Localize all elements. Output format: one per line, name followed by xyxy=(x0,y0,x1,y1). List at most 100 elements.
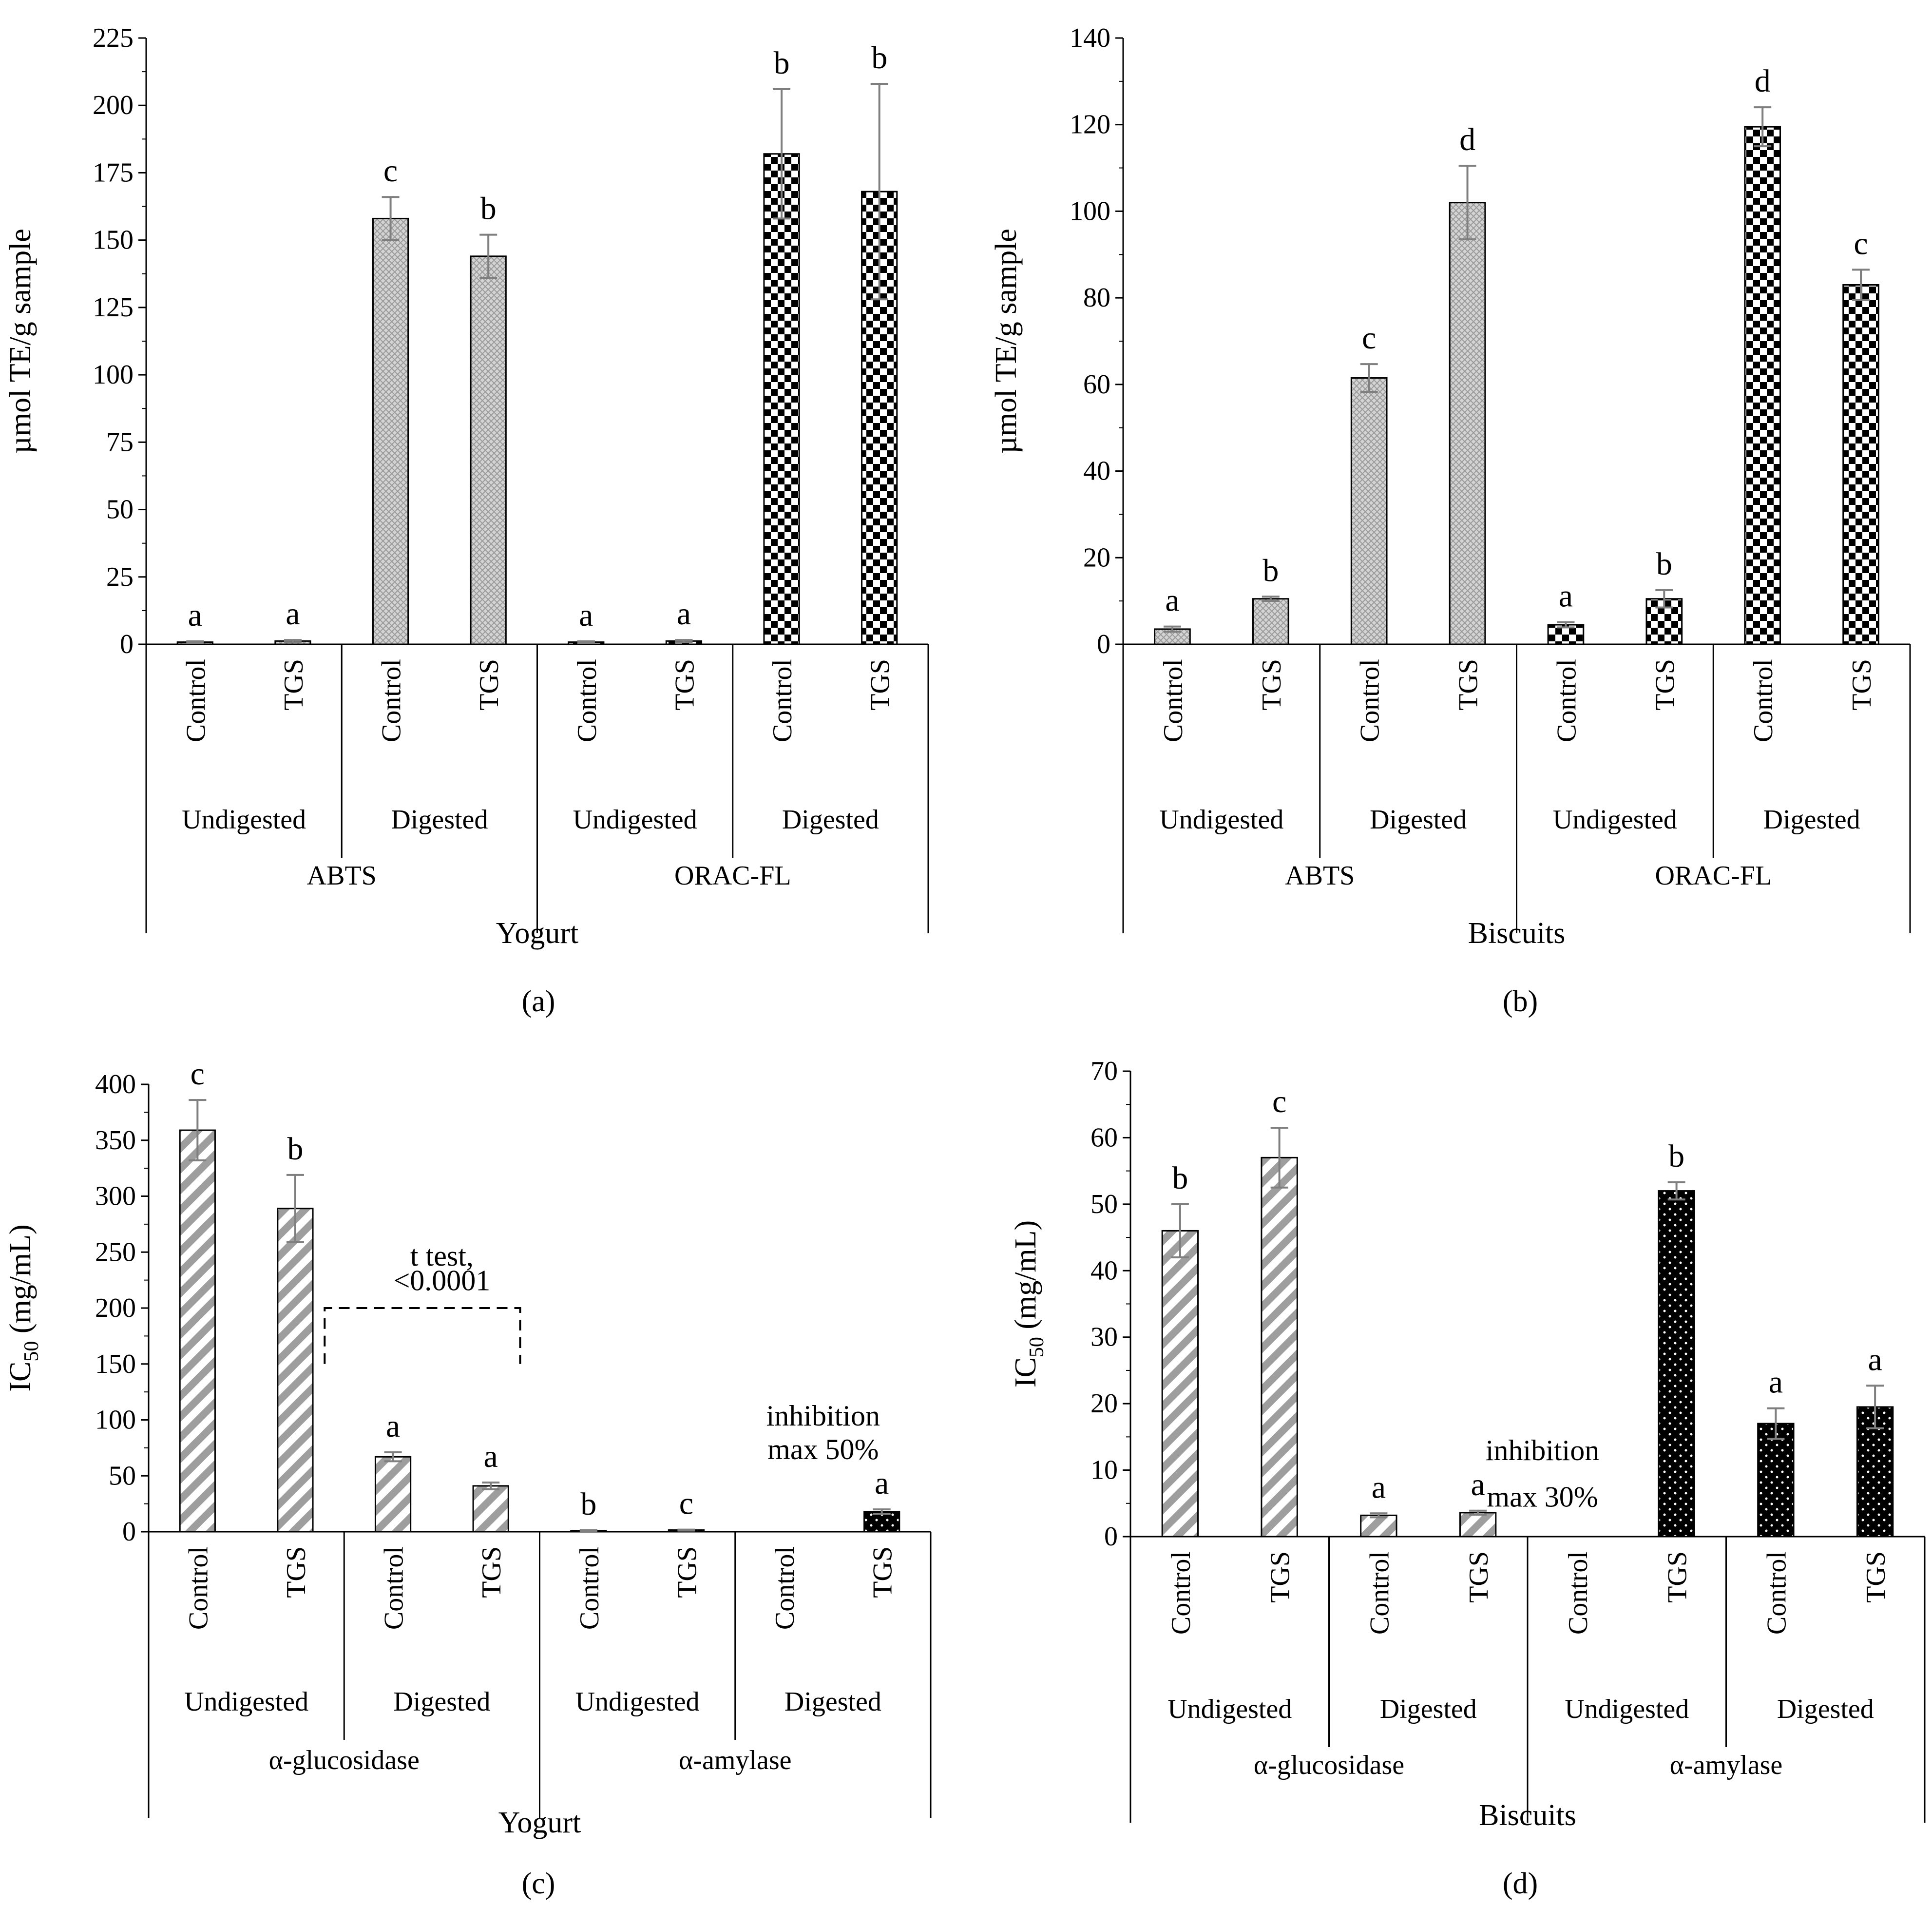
group-label-level1: Digested xyxy=(1763,805,1860,835)
y-tick-label: 125 xyxy=(93,292,134,323)
category-label: Control xyxy=(181,659,211,742)
group-label-level1: Digested xyxy=(1777,1694,1874,1724)
group-label-level1: Undigested xyxy=(182,805,306,835)
category-label: TGS xyxy=(1650,659,1680,711)
panel-a: 0 25 50 75 100 125 150 175 200 225 µmol TE/g sampl… xyxy=(4,23,929,950)
bar xyxy=(1350,377,1388,645)
category-label: TGS xyxy=(1663,1551,1693,1603)
y-tick-label: 20 xyxy=(1090,1388,1118,1419)
category-label: TGS xyxy=(279,659,309,711)
y-tick-label: 80 xyxy=(1083,283,1110,313)
y-tick-label: 0 xyxy=(1104,1522,1118,1552)
category-label: TGS xyxy=(281,1546,311,1598)
category-label: Control xyxy=(770,1546,800,1630)
y-tick-label: 100 xyxy=(1070,196,1110,226)
x-axis-label: Biscuits xyxy=(1468,917,1566,950)
group-label-level2: α-amylase xyxy=(679,1745,791,1775)
significance-letter: a xyxy=(579,597,593,633)
significance-letter: b xyxy=(480,191,497,227)
bar xyxy=(374,1456,412,1533)
category-label: TGS xyxy=(474,659,504,711)
panel-b: 0 20 40 60 80 100 120 140 µmol TE/g sample a Contr… xyxy=(990,23,1911,950)
bar xyxy=(470,255,507,645)
bar xyxy=(1360,1514,1397,1538)
bar xyxy=(1744,126,1781,645)
y-axis-label: µmol TE/g sample xyxy=(4,229,37,454)
bar xyxy=(472,1485,509,1533)
category-label: Control xyxy=(1364,1551,1395,1635)
group-label-level1: Digested xyxy=(393,1687,490,1717)
significance-letter: b xyxy=(871,40,887,76)
category-label: TGS xyxy=(1265,1551,1296,1603)
y-tick-label: 60 xyxy=(1083,369,1110,400)
bar xyxy=(1161,1230,1199,1538)
category-label: Control xyxy=(183,1546,213,1630)
category-label: TGS xyxy=(670,659,700,711)
category-label: Control xyxy=(574,1546,605,1630)
y-tick-label: 200 xyxy=(93,90,134,120)
y-tick-label: 0 xyxy=(1097,629,1110,659)
bar xyxy=(1252,598,1289,645)
significance-letter: a xyxy=(386,1408,400,1444)
y-tick-label: 150 xyxy=(95,1349,136,1379)
y-tick-label: 75 xyxy=(106,427,134,457)
group-label-level2: α-amylase xyxy=(1670,1750,1782,1780)
bar xyxy=(1449,202,1486,645)
category-label: Control xyxy=(1166,1551,1196,1635)
significance-letter: a xyxy=(1559,578,1573,614)
y-tick-label: 70 xyxy=(1090,1056,1118,1086)
significance-letter: b xyxy=(580,1486,596,1522)
significance-letter: a xyxy=(286,596,300,632)
category-label: TGS xyxy=(1257,659,1287,711)
y-tick-label: 10 xyxy=(1090,1455,1118,1485)
y-tick-label: 30 xyxy=(1090,1322,1118,1352)
y-tick-label: 50 xyxy=(1090,1189,1118,1219)
bar xyxy=(1459,1512,1497,1538)
y-axis-label: IC50 (mg/mL) xyxy=(1009,1220,1048,1387)
significance-letter: c xyxy=(679,1486,693,1522)
panel-d-caption: (d) xyxy=(1503,1867,1538,1900)
y-tick-label: 250 xyxy=(95,1237,136,1267)
group-label-level1: Digested xyxy=(1370,805,1467,835)
y-axis-label-subscript: 50 xyxy=(1026,1337,1048,1357)
group-label-level1: Undigested xyxy=(1167,1694,1292,1724)
significance-letter: c xyxy=(1362,320,1376,356)
y-tick-label: 140 xyxy=(1070,23,1110,53)
significance-letter: d xyxy=(1755,63,1771,99)
significance-letter: b xyxy=(1262,553,1279,588)
bar xyxy=(1856,1406,1894,1538)
significance-letter: c xyxy=(1854,226,1868,261)
annotation-pvalue: <0.0001 xyxy=(393,1264,490,1296)
category-label: Control xyxy=(767,659,798,742)
group-label-level1: Undigested xyxy=(1553,805,1677,835)
y-axis-label-subscript: 50 xyxy=(20,1341,43,1362)
category-label: Control xyxy=(1551,659,1582,742)
category-label: Control xyxy=(1563,1551,1593,1635)
group-label-level1: Undigested xyxy=(575,1687,700,1717)
significance-letter: c xyxy=(383,153,398,189)
bar xyxy=(1261,1156,1298,1538)
y-tick-label: 20 xyxy=(1083,542,1110,573)
annotation-inhibition: inhibition xyxy=(766,1400,880,1432)
category-label: Control xyxy=(1355,659,1385,742)
annotation-ttest: t test, xyxy=(410,1240,474,1272)
group-label-level1: Digested xyxy=(1380,1694,1477,1724)
significance-letter: b xyxy=(1668,1138,1684,1174)
category-label: TGS xyxy=(1454,659,1484,711)
significance-letter: c xyxy=(1272,1084,1286,1119)
y-tick-label: 120 xyxy=(1070,110,1110,140)
y-tick-label: 400 xyxy=(95,1069,136,1099)
group-label-level1: Digested xyxy=(782,805,879,835)
significance-letter: b xyxy=(1656,546,1672,582)
y-tick-label: 60 xyxy=(1090,1122,1118,1153)
category-label: Control xyxy=(572,659,602,742)
significance-letter: a xyxy=(1372,1469,1386,1505)
bar xyxy=(1842,284,1879,645)
y-tick-label: 200 xyxy=(95,1293,136,1323)
bar xyxy=(1658,1190,1695,1538)
annotation-max: max 50% xyxy=(767,1433,879,1465)
category-label: TGS xyxy=(865,659,896,711)
annotation-max: max 30% xyxy=(1487,1481,1598,1513)
